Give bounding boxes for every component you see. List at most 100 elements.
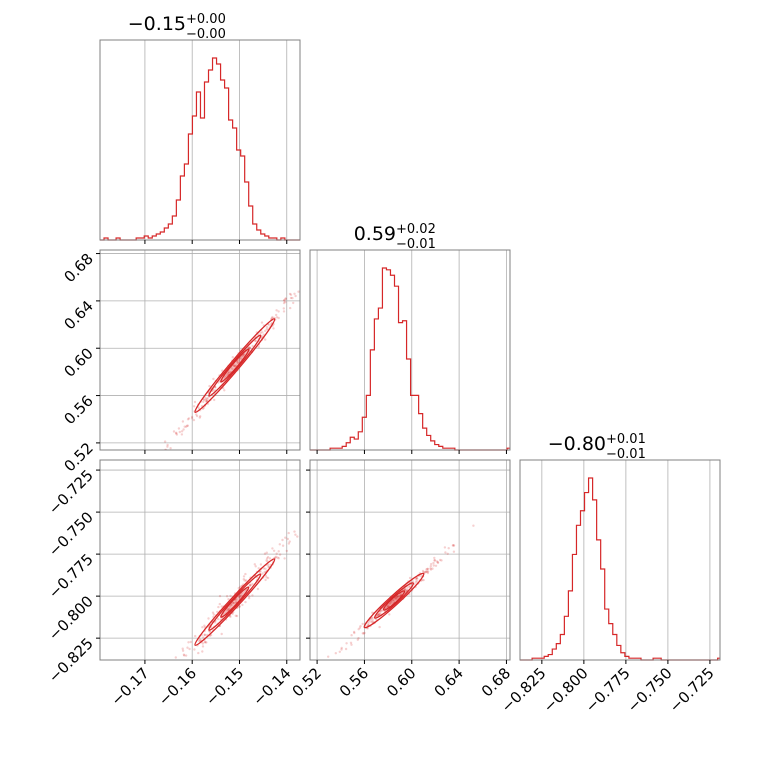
scatter-point [235,614,239,618]
scatter-point [261,335,264,338]
scatter-point [275,313,278,317]
scatter-point [388,613,391,616]
scatter-point [452,550,456,553]
scatter-point [233,365,237,368]
scatter-point [266,556,270,559]
x-tick-label: −0.725 [666,664,718,716]
x-tick-label: 0.60 [383,664,419,700]
scatter-point [415,579,418,583]
density-contour [382,590,406,611]
scatter-point [242,353,246,357]
scatter-panel-r3c1 [96,459,301,680]
scatter-point [289,293,293,296]
scatter-point [286,537,289,541]
scatter-point [226,371,230,374]
scatter-point [426,567,429,571]
scatter-point [198,638,201,641]
scatter-point [264,567,267,570]
scatter-point [181,420,185,423]
scatter-point [282,299,286,302]
scatter-point [361,632,364,635]
scatter-point [424,570,427,573]
scatter-point [406,586,409,589]
scatter-point [198,416,201,419]
scatter-point [186,646,189,649]
scatter-point [291,296,294,300]
x-tick-label: −0.17 [107,664,152,709]
scatter-point [190,417,194,420]
scatter-point [403,588,406,591]
scatter-point [411,580,415,583]
x-tick-label: 0.64 [431,664,467,700]
scatter-point [175,431,178,434]
scatter-point [340,648,343,651]
scatter-point [184,654,188,657]
scatter-point [271,315,274,319]
scatter-point [436,560,440,564]
y-tick-label: 0.68 [60,250,96,286]
scatter-point [425,570,428,573]
scatter-point [276,556,279,559]
density-contour [220,586,250,618]
scatter-point [199,415,202,418]
scatter-point [251,582,254,586]
scatter-point [180,430,184,433]
scatter-point [267,565,270,568]
scatter-point [408,576,412,580]
scatter-point [425,568,428,571]
scatter-point [287,531,290,535]
scatter-point [267,563,270,566]
scatter-point [179,662,181,664]
scatter-point [285,549,288,553]
scatter-point [244,572,247,576]
scatter-point [227,607,230,611]
scatter-point [254,565,257,568]
scatter-point [244,600,247,604]
scatter-point [426,570,429,573]
scatter-point [390,601,393,604]
scatter-point [282,301,286,305]
scatter-point [264,329,267,333]
scatter-point [281,544,285,547]
scatter-point [136,478,138,480]
scatter-point [426,570,430,573]
scatter-point [426,571,430,575]
scatter-point [433,556,436,560]
scatter-point [371,616,374,619]
scatter-point [248,346,252,350]
title-minus: −0.01 [606,447,646,462]
scatter-point [182,428,185,431]
scatter-point [249,584,252,587]
scatter-content [136,275,305,480]
scatter-point [234,364,238,367]
scatter-point [430,562,433,566]
scatter-point [180,665,182,667]
y-tick-label: 0.56 [60,392,96,428]
scatter-point [225,373,229,376]
scatter-point [203,641,206,644]
scatter-point [177,427,181,430]
scatter-point [223,389,226,392]
scatter-point [396,596,399,599]
scatter-point [277,316,280,320]
scatter-point [201,642,204,645]
scatter-point [379,611,382,615]
scatter-point [156,450,158,452]
scatter-point [303,275,305,277]
scatter-point [234,614,237,617]
scatter-point [265,557,269,560]
scatter-point [263,552,267,555]
scatter-point [264,578,267,582]
scatter-point [199,661,201,663]
scatter-point [163,678,165,680]
scatter-point [211,611,215,614]
scatter-point [394,598,398,602]
scatter-point [202,400,205,403]
scatter-content [163,530,299,680]
scatter-point [294,294,297,298]
scatter-point [232,364,236,368]
title-plus: +0.02 [396,222,436,237]
scatter-point [229,615,232,618]
scatter-point [358,626,362,629]
